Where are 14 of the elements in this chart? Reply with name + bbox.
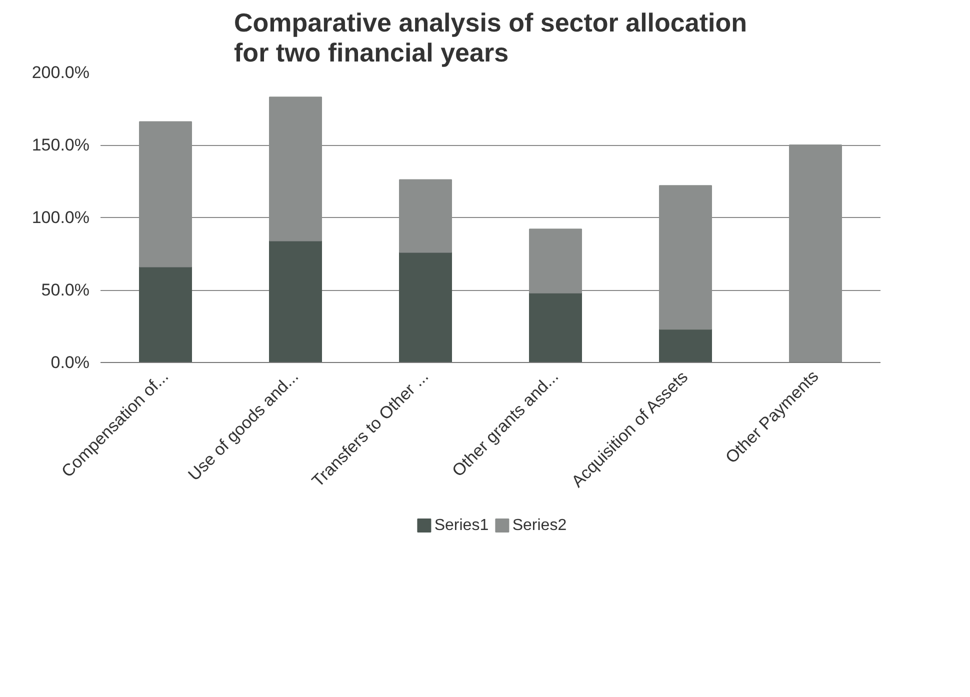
y-tick-label: 150.0%	[32, 136, 90, 154]
bar	[269, 240, 322, 362]
bar	[399, 252, 452, 362]
bar	[659, 328, 712, 362]
y-tick-label: 200.0%	[32, 63, 90, 82]
bar	[529, 292, 582, 362]
y-tick-label: 50.0%	[41, 280, 90, 300]
bar	[399, 179, 452, 253]
legend-label: Series1	[434, 517, 489, 534]
y-tick-label: 0.0%	[50, 353, 90, 372]
legend-label: Series2	[512, 517, 567, 534]
y-tick-label: 100.0%	[32, 208, 90, 227]
chart-title: Comparative analysis of sector allocation for two financial years	[234, 8, 747, 68]
bar	[139, 266, 192, 362]
